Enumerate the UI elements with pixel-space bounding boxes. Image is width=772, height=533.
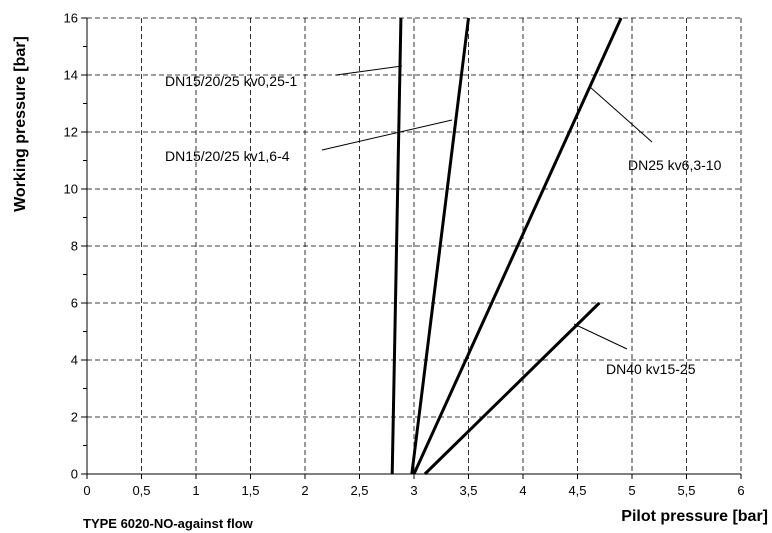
y-tick-label: 6 (71, 296, 78, 311)
x-tick-label: 1 (192, 483, 199, 498)
x-tick-label: 2 (301, 483, 308, 498)
series-label-3: DN25 kv6,3-10 (628, 157, 722, 173)
series-leader-line-1 (335, 65, 403, 76)
series-leader-line-4 (573, 323, 628, 350)
series-labels: DN15/20/25 kv0,25-1 DN15/20/25 kv1,6-4 DN2… (165, 65, 722, 377)
grid (87, 17, 742, 474)
y-tick-label: 8 (71, 239, 78, 254)
x-tick-label: 1,5 (241, 483, 259, 498)
y-axis-title: Working pressure [bar] (12, 36, 29, 212)
x-tick-label: 2,5 (350, 483, 368, 498)
x-tick-label: 3 (410, 483, 417, 498)
series-line-3 (412, 17, 623, 475)
x-tick-label: 3,5 (459, 483, 477, 498)
x-tick-label: 0,5 (132, 483, 150, 498)
y-tick-label: 16 (64, 11, 78, 26)
series-line-4 (423, 301, 601, 476)
chart-caption: TYPE 6020-NO-against flow (83, 516, 254, 531)
y-tick-label: 4 (71, 353, 78, 368)
y-tick-label: 14 (64, 68, 78, 83)
series-label-1: DN15/20/25 kv0,25-1 (165, 73, 298, 89)
series-label-2: DN15/20/25 kv1,6-4 (165, 148, 290, 164)
y-tick-label: 2 (71, 410, 78, 425)
series-leader-line-2 (321, 119, 453, 151)
x-tick-label: 5 (628, 483, 635, 498)
y-tick-label: 10 (64, 182, 78, 197)
series-label-4: DN40 kv15-25 (606, 361, 696, 377)
series-leader-line-3 (589, 86, 653, 143)
series-line-1 (390, 17, 403, 475)
series-lines (390, 17, 623, 476)
x-tick-label: 4 (519, 483, 526, 498)
x-tick-label: 6 (737, 483, 744, 498)
x-tick-label: 4,5 (568, 483, 586, 498)
y-tick-label: 12 (64, 125, 78, 140)
axes: 0 2 4 6 8 10 12 14 16 0 0,5 1 1,5 2 2,5 3 3,5 4 4,5 5 5,5 6 (64, 11, 745, 499)
x-tick-label: 5,5 (677, 483, 695, 498)
series-line-2 (410, 17, 470, 475)
y-tick-label: 0 (71, 467, 78, 482)
x-tick-label: 0 (83, 483, 90, 498)
x-axis-title: Pilot pressure [bar] (621, 508, 768, 525)
